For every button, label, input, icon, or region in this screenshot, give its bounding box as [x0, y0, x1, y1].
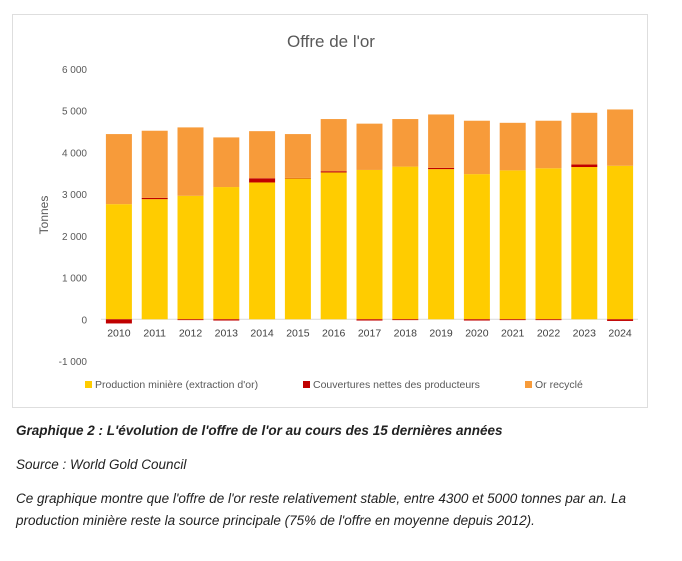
bar-hedging-2011 [141, 197, 168, 200]
bar-production-2010 [105, 204, 132, 320]
y-tick-label: 5 000 [62, 107, 87, 118]
bar-hedging-2024 [607, 319, 634, 321]
bar-production-2015 [284, 178, 311, 320]
x-tick-label: 2018 [394, 327, 418, 339]
chart-caption-title: Graphique 2 : L'évolution de l'offre de … [16, 423, 503, 438]
bar-hedging-2010 [105, 319, 132, 324]
bar-hedging-2012 [177, 319, 204, 321]
y-tick-label: 4 000 [62, 148, 87, 159]
bar-production-2013 [213, 187, 240, 320]
y-tick-label: 3 000 [62, 190, 87, 201]
bar-recycled-2011 [141, 130, 168, 198]
bar-recycled-2024 [607, 109, 634, 166]
bar-production-2020 [463, 174, 490, 320]
bar-production-2023 [571, 167, 598, 320]
x-tick-label: 2020 [465, 327, 489, 339]
x-tick-label: 2013 [215, 327, 239, 339]
x-tick-label: 2019 [429, 327, 453, 339]
bar-hedging-2021 [499, 319, 526, 321]
legend-swatch [525, 381, 532, 388]
x-tick-label: 2014 [250, 327, 274, 339]
bar-production-2022 [535, 168, 562, 320]
bar-hedging-2013 [213, 319, 240, 321]
bar-hedging-2018 [392, 319, 419, 321]
bar-hedging-2023 [571, 164, 598, 168]
legend-label: Or recyclé [535, 379, 583, 391]
y-tick-label: 0 [81, 315, 87, 326]
bar-production-2021 [499, 170, 526, 320]
chart-description: Ce graphique montre que l'offre de l'or … [16, 491, 627, 528]
y-tick-label: 2 000 [62, 232, 87, 243]
bar-recycled-2017 [356, 123, 383, 170]
bar-production-2016 [320, 172, 347, 320]
bar-production-2017 [356, 169, 383, 320]
bar-production-2019 [428, 169, 455, 320]
y-axis-title: Tonnes [37, 196, 51, 235]
bar-production-2018 [392, 166, 419, 320]
x-tick-label: 2016 [322, 327, 346, 339]
bar-recycled-2012 [177, 127, 204, 196]
x-tick-label: 2024 [608, 327, 632, 339]
bar-recycled-2022 [535, 120, 562, 169]
chart-frame: Offre de l'or Tonnes 6 000 5 000 4 000 3 000 2… [12, 14, 648, 408]
x-tick-label: 2012 [179, 327, 203, 339]
bar-recycled-2010 [105, 134, 132, 205]
legend-swatch [303, 381, 310, 388]
bar-recycled-2023 [571, 112, 598, 165]
legend-swatch [85, 381, 92, 388]
bar-production-2024 [607, 165, 634, 320]
bar-hedging-2014 [249, 178, 276, 183]
x-tick-label: 2015 [286, 327, 310, 339]
gold-supply-chart: Offre de l'or Tonnes 6 000 5 000 4 000 3 000 2… [37, 32, 638, 391]
bar-production-2012 [177, 195, 204, 320]
bar-hedging-2020 [463, 319, 490, 321]
x-tick-label: 2010 [107, 327, 131, 339]
bar-recycled-2019 [428, 114, 455, 168]
y-tick-label: 1 000 [62, 274, 87, 285]
bar-recycled-2018 [392, 119, 419, 167]
y-tick-label: -1 000 [59, 357, 88, 368]
bar-recycled-2015 [284, 134, 311, 178]
bar-hedging-2015 [284, 177, 311, 179]
bar-production-2011 [141, 199, 168, 320]
chart-title: Offre de l'or [287, 32, 375, 51]
x-tick-label: 2023 [573, 327, 597, 339]
legend-label: Production minière (extraction d'or) [95, 379, 258, 391]
bar-recycled-2013 [213, 137, 240, 188]
bar-hedging-2022 [535, 319, 562, 321]
bar-recycled-2021 [499, 122, 526, 171]
bar-recycled-2014 [249, 131, 276, 179]
x-tick-label: 2022 [537, 327, 561, 339]
y-tick-label: 6 000 [62, 65, 87, 76]
x-tick-label: 2021 [501, 327, 525, 339]
bar-recycled-2016 [320, 119, 347, 172]
bar-production-2014 [249, 182, 276, 320]
bar-recycled-2020 [463, 120, 490, 175]
x-tick-label: 2011 [143, 327, 166, 339]
chart-source: Source : World Gold Council [16, 457, 187, 472]
bar-hedging-2016 [320, 171, 347, 173]
bar-hedging-2017 [356, 319, 383, 321]
bar-hedging-2019 [428, 167, 455, 170]
legend-label: Couvertures nettes des producteurs [313, 379, 480, 391]
x-tick-label: 2017 [358, 327, 382, 339]
